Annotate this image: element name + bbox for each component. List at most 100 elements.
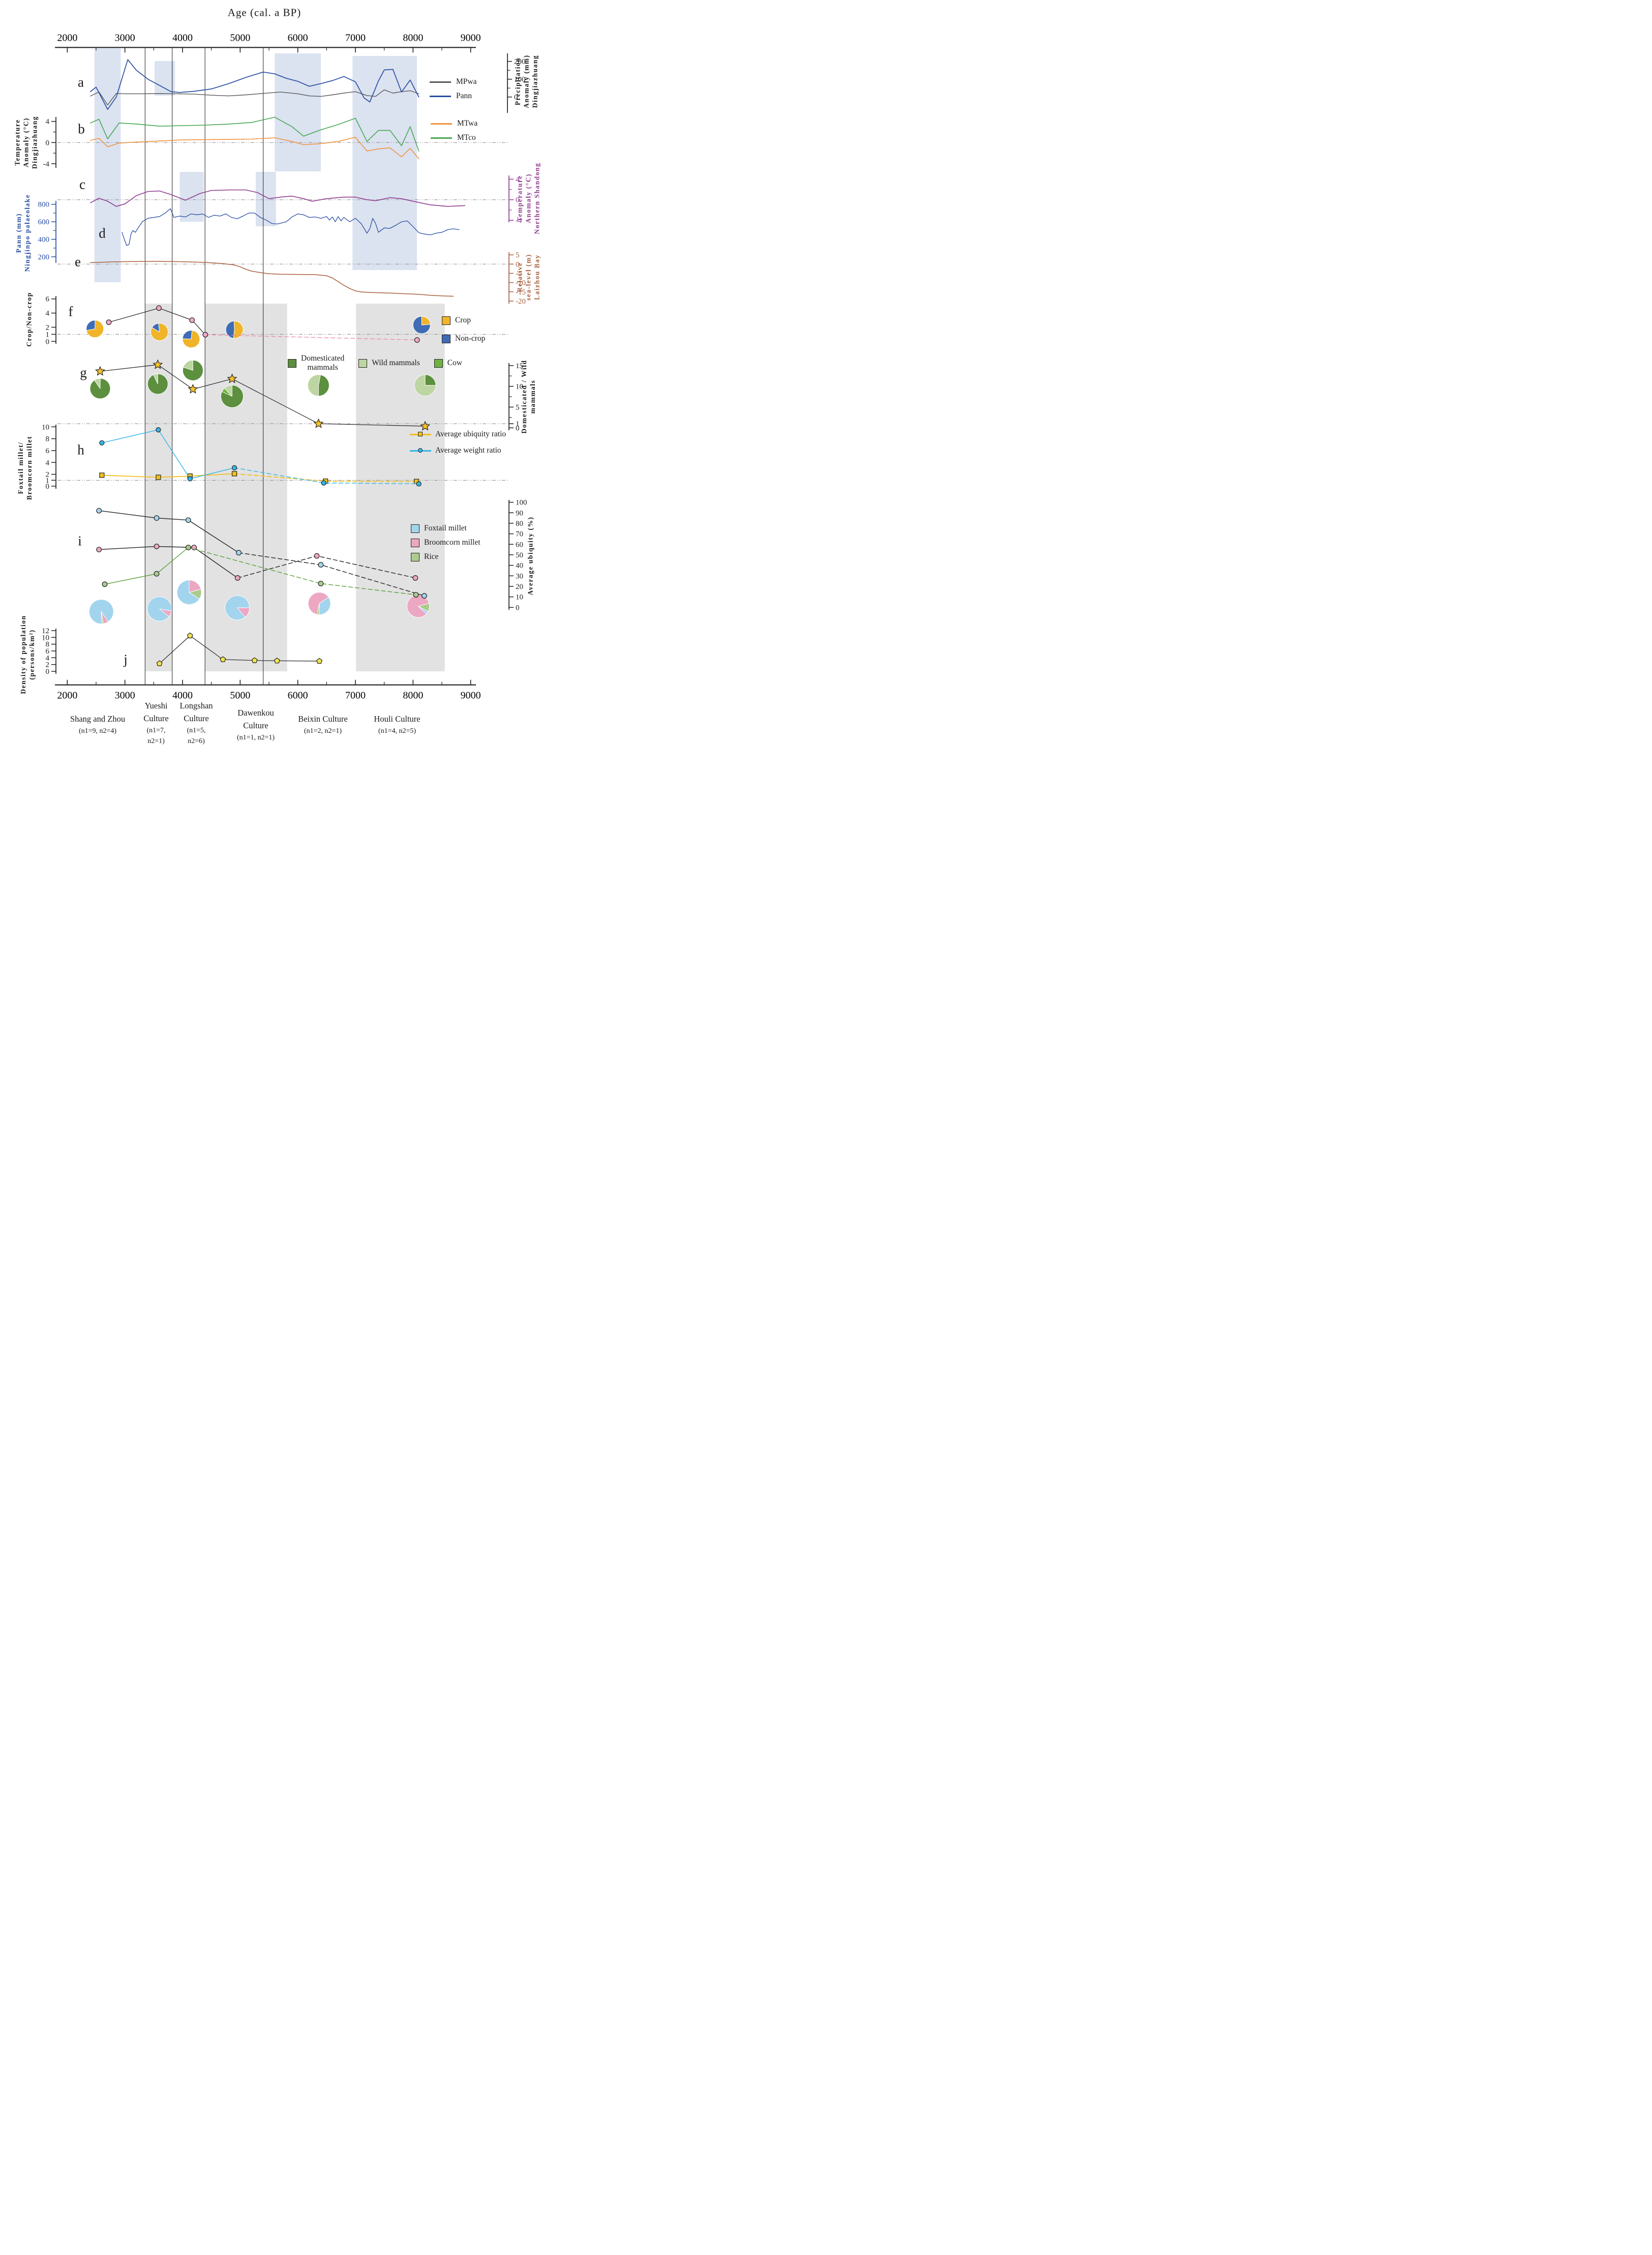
- svg-text:1: 1: [46, 331, 50, 339]
- svg-text:200: 200: [514, 58, 526, 66]
- axis-title-temperature-dingjiazhuang: Temperature Anomaly (°C) Dingjiazhuang: [13, 115, 39, 169]
- weight-ratio-circle-marker: [418, 448, 423, 453]
- legend-panel-i: Foxtail millet Broomcorn millet Rice: [411, 524, 480, 567]
- svg-text:2: 2: [46, 323, 50, 332]
- svg-text:1: 1: [46, 477, 50, 485]
- mtwa-line-swatch: [431, 123, 452, 125]
- legend-item-crop: Crop: [442, 316, 485, 325]
- svg-text:1: 1: [516, 420, 520, 428]
- svg-text:7000: 7000: [345, 32, 366, 43]
- culture-label-beixin: Beixin Culture (n1=2, n2=1): [298, 714, 348, 735]
- svg-text:100: 100: [516, 499, 527, 507]
- noncrop-swatch: [442, 334, 450, 343]
- svg-text:8000: 8000: [403, 32, 423, 43]
- svg-text:70: 70: [516, 530, 523, 539]
- legend-item-pann: Pann: [430, 92, 476, 101]
- svg-text:-5: -5: [516, 270, 522, 278]
- svg-text:0: 0: [46, 139, 50, 147]
- panel-letter-h: h: [77, 442, 84, 458]
- svg-text:-4: -4: [516, 217, 522, 225]
- svg-text:0: 0: [516, 260, 520, 269]
- legend-panel-g: Domesticated mammals Wild mammals Cow: [288, 354, 462, 373]
- mpwa-line-swatch: [430, 81, 451, 83]
- panel-letter-i: i: [78, 533, 82, 549]
- svg-text:-20: -20: [516, 298, 526, 306]
- figure-root: 2000 3000 4000 5000 6000 7000 8000 9000 2000 3000…: [0, 0, 551, 752]
- svg-text:10: 10: [516, 594, 523, 602]
- legend-item-rice: Rice: [411, 552, 480, 561]
- legend-panel-b: MTwa MTco: [431, 119, 477, 147]
- age-axis-title: Age (cal. a BP): [227, 6, 302, 19]
- svg-text:2000: 2000: [57, 690, 77, 701]
- svg-text:6: 6: [46, 295, 50, 304]
- legend-item-domesticated: Domesticated mammals: [288, 354, 344, 372]
- panel-letter-j: j: [124, 651, 128, 667]
- legend-panel-a: MPwa Pann: [430, 77, 476, 106]
- culture-label-yueshi: Yueshi Culture (n1=7, n2=1): [143, 701, 169, 745]
- svg-text:600: 600: [38, 218, 50, 226]
- panel-letter-g: g: [80, 365, 87, 380]
- svg-text:40: 40: [516, 562, 523, 570]
- svg-text:0: 0: [516, 424, 520, 432]
- svg-text:100: 100: [514, 76, 526, 84]
- svg-text:4: 4: [46, 310, 50, 318]
- svg-text:8: 8: [46, 435, 50, 443]
- svg-text:20: 20: [516, 583, 523, 591]
- legend-item-mtco: MTco: [431, 133, 477, 142]
- svg-text:10: 10: [42, 423, 49, 431]
- svg-text:0: 0: [516, 604, 520, 612]
- svg-text:5: 5: [516, 403, 520, 411]
- svg-text:4: 4: [46, 654, 50, 662]
- svg-text:8: 8: [46, 641, 50, 649]
- svg-text:3000: 3000: [115, 690, 135, 701]
- cow-swatch: [434, 359, 443, 368]
- axis-title-millet-ratio: Foxtail millet/ Broomcorn millet: [17, 435, 33, 500]
- svg-text:9000: 9000: [461, 32, 481, 43]
- panel-letter-d: d: [99, 225, 106, 241]
- broomcorn-swatch: [411, 538, 419, 547]
- svg-text:12: 12: [42, 627, 49, 635]
- svg-text:4000: 4000: [172, 32, 193, 43]
- panel-letter-c: c: [79, 176, 85, 192]
- svg-text:7000: 7000: [345, 690, 366, 701]
- svg-text:15: 15: [516, 362, 523, 370]
- svg-text:6000: 6000: [288, 690, 308, 701]
- svg-text:6: 6: [46, 447, 50, 455]
- svg-text:4000: 4000: [172, 690, 193, 701]
- svg-text:10: 10: [516, 383, 523, 391]
- svg-text:4: 4: [46, 118, 50, 126]
- axis-title-sea-level: Relative sea-level (m) Laizhou Bay: [516, 254, 541, 301]
- culture-label-longshan: Longshan Culture (n1=5, n2=6): [179, 701, 213, 745]
- axis-title-temperature-northern-shandong: Temperature Anomaly (°C) Northern Shando…: [516, 162, 541, 234]
- culture-label-dawenkou: Dawenkou Culture (n1=1, n2=1): [236, 708, 275, 741]
- svg-text:2: 2: [46, 661, 50, 669]
- svg-text:80: 80: [516, 520, 523, 528]
- axis-title-average-ubiquity: Average ubiquity (%): [526, 516, 534, 596]
- panel-letter-f: f: [68, 304, 73, 319]
- legend-item-foxtail: Foxtail millet: [411, 524, 480, 533]
- legend-item-wild: Wild mammals: [358, 359, 420, 368]
- domesticated-swatch: [288, 359, 296, 368]
- legend-item-mtwa: MTwa: [431, 119, 477, 128]
- legend-item-cow: Cow: [434, 359, 462, 368]
- axis-title-domesticated-wild: Domesticated / Wild mammals: [520, 360, 536, 434]
- axis-title-population-density: Density of population (persons/km²): [19, 615, 36, 694]
- legend-item-broomcorn: Broomcorn millet: [411, 538, 480, 547]
- axis-title-crop-noncrop: Crop/Non-crop: [25, 292, 33, 347]
- svg-text:5: 5: [516, 251, 520, 259]
- panel-letter-a: a: [78, 74, 84, 90]
- legend-item-ubiquity-ratio: Average ubiquity ratio: [410, 430, 506, 439]
- svg-text:0: 0: [46, 668, 50, 676]
- svg-text:400: 400: [38, 236, 50, 244]
- legend-item-mpwa: MPwa: [430, 77, 476, 86]
- rice-swatch: [411, 552, 419, 561]
- ubiquity-ratio-square-marker: [418, 432, 423, 436]
- crop-swatch: [442, 316, 450, 325]
- svg-text:6000: 6000: [288, 32, 308, 43]
- svg-text:0: 0: [46, 338, 50, 346]
- axis-title-pann-ningjinpo: Pann (mm) Ningjinpo palaeolake: [15, 194, 31, 272]
- svg-text:60: 60: [516, 541, 523, 549]
- culture-label-houli: Houli Culture (n1=4, n2=5): [374, 714, 420, 735]
- svg-text:4: 4: [46, 459, 50, 467]
